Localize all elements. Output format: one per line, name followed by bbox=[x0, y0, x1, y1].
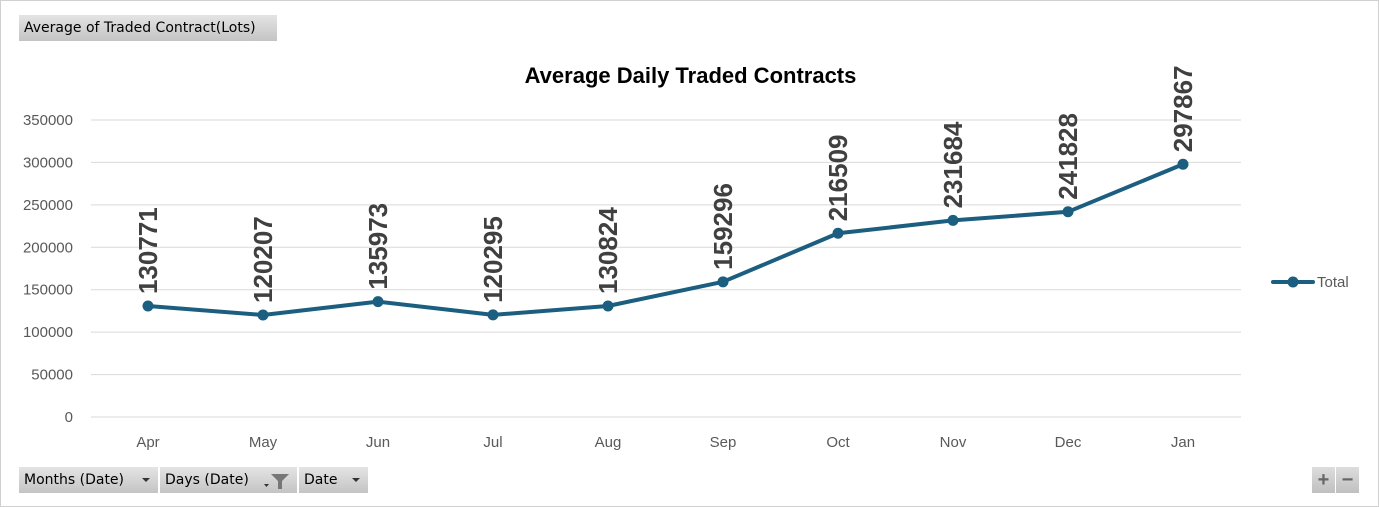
x-tick-label: Jun bbox=[366, 434, 390, 451]
y-tick-label: 200000 bbox=[23, 239, 73, 256]
data-point bbox=[1062, 206, 1074, 218]
data-label: 231684 bbox=[938, 121, 968, 208]
x-tick-label: Aug bbox=[595, 434, 622, 451]
filter-label: Date bbox=[304, 472, 338, 488]
filter-icon bbox=[264, 474, 289, 489]
data-point bbox=[487, 309, 499, 321]
filter-days-button[interactable]: Days (Date) bbox=[160, 467, 297, 493]
data-point bbox=[602, 300, 614, 312]
chart-title: Average Daily Traded Contracts bbox=[524, 63, 857, 88]
x-tick-label: Jul bbox=[483, 434, 502, 451]
y-tick-label: 100000 bbox=[23, 324, 73, 341]
y-tick-label: 250000 bbox=[23, 197, 73, 214]
x-tick-label: Nov bbox=[940, 434, 967, 451]
data-point bbox=[372, 296, 384, 308]
data-label: 135973 bbox=[363, 203, 393, 290]
x-tick-label: Jan bbox=[1171, 434, 1195, 451]
filter-date-button[interactable]: Date bbox=[299, 467, 368, 493]
y-tick-label: 300000 bbox=[23, 154, 73, 171]
data-label: 120207 bbox=[248, 216, 278, 303]
x-tick-label: Sep bbox=[710, 434, 737, 451]
data-label: 216509 bbox=[823, 135, 853, 222]
expand-button[interactable]: + bbox=[1312, 467, 1335, 493]
data-label: 130824 bbox=[593, 207, 623, 294]
x-tick-label: Apr bbox=[136, 434, 159, 451]
x-tick-label: May bbox=[249, 434, 278, 451]
data-point bbox=[832, 227, 844, 239]
y-tick-label: 50000 bbox=[31, 367, 73, 384]
data-label: 241828 bbox=[1053, 113, 1083, 200]
y-tick-label: 150000 bbox=[23, 282, 73, 299]
data-label: 120295 bbox=[478, 216, 508, 303]
y-tick-label: 0 bbox=[65, 409, 73, 426]
filter-label: Months (Date) bbox=[24, 472, 125, 488]
series-line bbox=[147, 162, 1184, 317]
data-label: 297867 bbox=[1168, 65, 1198, 152]
value-field-button[interactable]: Average of Traded Contract(Lots) bbox=[19, 15, 277, 41]
data-label: 159296 bbox=[708, 183, 738, 270]
filter-label: Days (Date) bbox=[165, 472, 249, 488]
legend-marker-icon bbox=[1287, 276, 1299, 288]
data-point bbox=[142, 300, 154, 312]
data-point bbox=[257, 309, 269, 321]
dropdown-arrow-icon bbox=[352, 478, 360, 482]
x-tick-label: Oct bbox=[826, 434, 850, 451]
data-point bbox=[1177, 158, 1189, 170]
value-field-label: Average of Traded Contract(Lots) bbox=[24, 20, 256, 36]
legend-label: Total bbox=[1317, 274, 1349, 291]
x-tick-label: Dec bbox=[1055, 434, 1082, 451]
collapse-button[interactable]: − bbox=[1336, 467, 1359, 493]
filter-months-button[interactable]: Months (Date) bbox=[19, 467, 158, 493]
data-point bbox=[947, 214, 959, 226]
data-point bbox=[717, 276, 729, 288]
dropdown-arrow-icon bbox=[142, 478, 150, 482]
data-label: 130771 bbox=[133, 207, 163, 294]
y-tick-label: 350000 bbox=[23, 112, 73, 129]
